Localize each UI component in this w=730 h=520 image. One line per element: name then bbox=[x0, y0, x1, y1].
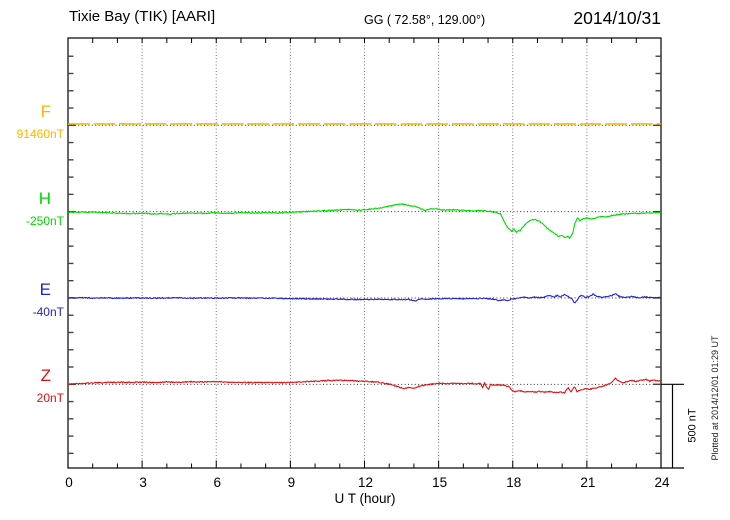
x-tick-label-9: 9 bbox=[288, 475, 296, 490]
channel-letter-E: E bbox=[39, 280, 51, 299]
trace-Z bbox=[67, 377, 662, 395]
scale-bar-label: 500 nT bbox=[686, 408, 699, 443]
channel-label-Z: Z 20nT bbox=[0, 367, 64, 404]
x-tick-label-0: 0 bbox=[65, 475, 73, 490]
x-tick-label-6: 6 bbox=[213, 475, 221, 490]
station-title: Tixie Bay (TIK) [AARI] bbox=[69, 8, 216, 25]
x-tick-label-18: 18 bbox=[506, 475, 521, 490]
channel-label-H: H -250nT bbox=[0, 190, 64, 227]
channel-letter-H: H bbox=[38, 189, 51, 208]
channel-letter-F: F bbox=[40, 102, 51, 121]
geographic-coordinates: GG ( 72.58°, 129.00°) bbox=[364, 13, 486, 27]
channel-baseline-Z: 20nT bbox=[36, 391, 64, 405]
x-axis-label: U T (hour) bbox=[334, 491, 396, 506]
x-tick-label-24: 24 bbox=[654, 475, 670, 490]
channel-label-E: E -40nT bbox=[0, 281, 64, 318]
x-tick-label-15: 15 bbox=[432, 475, 447, 490]
channel-letter-Z: Z bbox=[40, 366, 51, 385]
plot-frame bbox=[67, 37, 662, 469]
plotted-at-timestamp: Plotted at 2014/12/01 01:29 UT bbox=[710, 335, 720, 461]
channel-baseline-F: 91460nT bbox=[16, 127, 64, 141]
channel-label-F: F 91460nT bbox=[0, 103, 64, 140]
channel-baseline-E: -40nT bbox=[32, 305, 64, 319]
trace-E bbox=[67, 292, 662, 304]
x-tick-label-12: 12 bbox=[358, 475, 373, 490]
trace-H bbox=[67, 203, 662, 240]
x-tick-label-3: 3 bbox=[139, 475, 147, 490]
channel-baseline-H: -250nT bbox=[25, 214, 64, 228]
observation-date: 2014/10/31 bbox=[573, 8, 661, 28]
x-tick-label-21: 21 bbox=[580, 475, 595, 490]
